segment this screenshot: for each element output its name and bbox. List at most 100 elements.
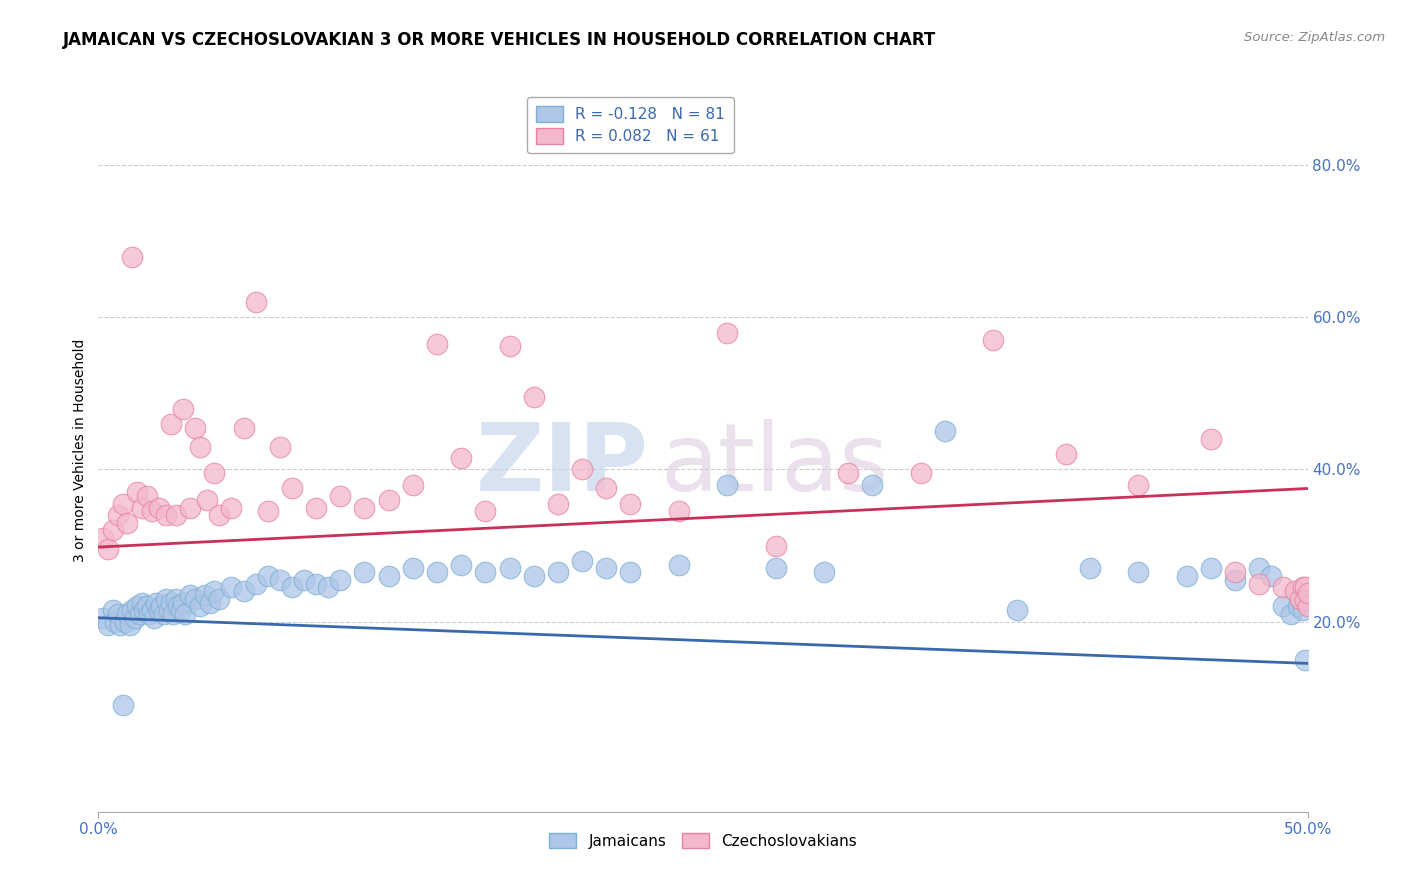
Point (1175, 569, 1198, 583)
Point (1199, 561, 1222, 575)
Point (208, 508, 231, 522)
Point (377, 569, 399, 583)
Point (281, 580, 304, 594)
Point (127, 599, 149, 614)
Point (101, 524, 124, 538)
Point (305, 500, 328, 515)
Text: ZIP: ZIP (475, 419, 648, 511)
Point (595, 561, 617, 575)
Point (148, 500, 170, 515)
Point (256, 504, 278, 518)
Point (91, 611, 114, 625)
Point (765, 561, 787, 575)
Point (141, 504, 163, 518)
Point (269, 440, 291, 454)
Point (160, 417, 183, 431)
Point (1272, 599, 1295, 614)
Point (172, 596, 194, 610)
Point (837, 467, 859, 481)
Point (232, 420, 254, 434)
Point (402, 561, 425, 575)
Point (184, 591, 207, 606)
Point (131, 500, 153, 515)
Point (134, 603, 156, 617)
Point (198, 596, 221, 610)
Point (138, 607, 160, 621)
Point (104, 615, 127, 629)
Point (402, 477, 425, 491)
Point (1294, 593, 1316, 607)
Point (981, 333, 1004, 347)
Point (547, 497, 569, 511)
Point (668, 504, 690, 518)
Point (1279, 607, 1302, 621)
Point (1199, 432, 1222, 446)
Point (329, 489, 352, 503)
Point (179, 588, 201, 602)
Point (1284, 584, 1306, 599)
Point (117, 607, 139, 621)
Point (547, 565, 569, 579)
Point (450, 451, 472, 466)
Point (114, 615, 136, 629)
Point (1286, 599, 1309, 614)
Point (523, 569, 546, 583)
Point (1223, 565, 1246, 579)
Point (135, 599, 157, 614)
Point (221, 500, 243, 515)
Point (1249, 561, 1271, 575)
Point (1292, 603, 1315, 617)
Point (1223, 573, 1246, 587)
Point (377, 492, 399, 507)
Point (571, 462, 593, 476)
Point (353, 565, 375, 579)
Point (619, 497, 641, 511)
Point (204, 467, 226, 481)
Point (245, 295, 267, 310)
Point (1292, 580, 1315, 594)
Point (107, 607, 129, 621)
Point (135, 489, 157, 503)
Point (1260, 569, 1282, 583)
Point (107, 508, 129, 522)
Point (97, 542, 120, 557)
Point (765, 539, 787, 553)
Point (167, 599, 190, 614)
Point (152, 607, 174, 621)
Text: atlas: atlas (661, 419, 889, 511)
Point (353, 500, 375, 515)
Point (172, 401, 194, 416)
Point (1296, 599, 1319, 614)
Point (292, 573, 315, 587)
Point (121, 250, 143, 264)
Point (498, 561, 520, 575)
Point (179, 500, 201, 515)
Point (121, 603, 143, 617)
Point (716, 326, 738, 340)
Point (316, 580, 339, 594)
Point (150, 599, 173, 614)
Point (188, 599, 211, 614)
Point (97, 618, 120, 632)
Point (131, 596, 153, 610)
Point (498, 339, 520, 353)
Point (128, 607, 150, 621)
Point (256, 569, 278, 583)
Point (169, 603, 191, 617)
Point (1054, 447, 1077, 461)
Point (1294, 652, 1316, 666)
Point (595, 482, 617, 496)
Point (111, 497, 134, 511)
Point (1249, 576, 1271, 591)
Point (523, 390, 546, 404)
Point (101, 603, 124, 617)
Point (145, 596, 167, 610)
Point (221, 580, 243, 594)
Point (111, 698, 134, 713)
Point (281, 482, 304, 496)
Point (716, 477, 738, 491)
Point (155, 591, 177, 606)
Point (143, 611, 166, 625)
Point (117, 516, 139, 530)
Point (860, 477, 883, 491)
